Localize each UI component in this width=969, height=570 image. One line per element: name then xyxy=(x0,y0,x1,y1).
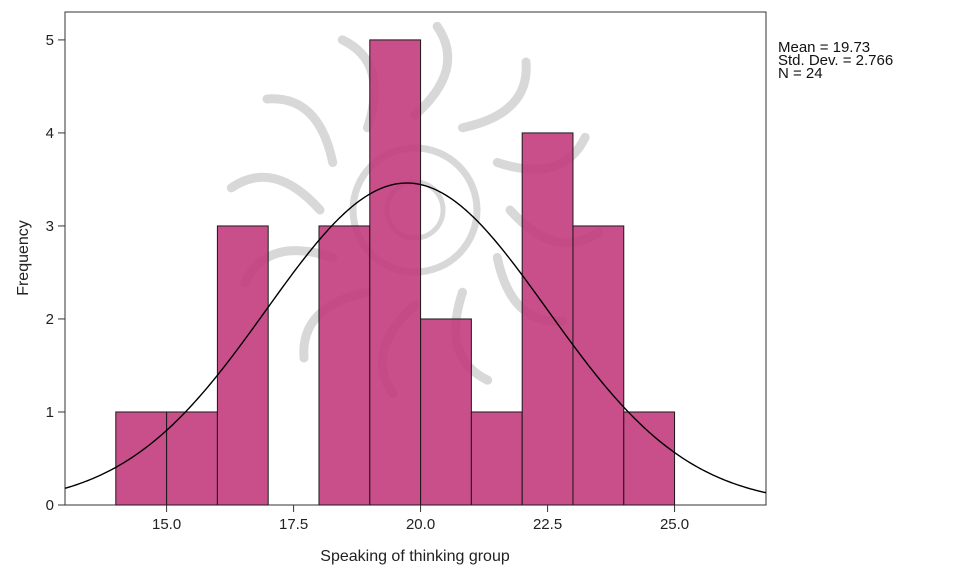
x-tick-label: 15.0 xyxy=(152,516,181,533)
y-tick-label: 4 xyxy=(46,125,54,142)
x-tick-label: 25.0 xyxy=(660,516,689,533)
histogram-bar xyxy=(521,132,574,506)
histogram-bar xyxy=(318,225,371,506)
histogram-bar xyxy=(369,39,422,506)
normal-curve xyxy=(64,182,767,494)
x-axis-title: Speaking of thinking group xyxy=(320,548,510,565)
histogram-bar xyxy=(115,411,168,506)
y-axis-title: Frequency xyxy=(15,220,32,296)
watermark-petal xyxy=(410,21,453,120)
histogram-bar xyxy=(166,411,218,506)
stats-n: N = 24 xyxy=(778,65,823,82)
x-axis: 15.0 17.5 20.0 22.5 25.0 xyxy=(152,505,689,533)
stats-std-dev: Std. Dev. = 2.766 xyxy=(778,52,894,69)
histogram-bar xyxy=(623,411,676,506)
y-tick-label: 5 xyxy=(46,32,54,49)
y-tick-label: 0 xyxy=(46,497,54,514)
histogram-bars xyxy=(115,39,676,506)
x-tick-label: 22.5 xyxy=(533,516,562,533)
watermark-petal xyxy=(458,57,531,133)
histogram-bar xyxy=(420,318,472,506)
x-tick-label: 17.5 xyxy=(279,516,308,533)
x-tick-label: 20.0 xyxy=(406,516,435,533)
stats-mean: Mean = 19.73 xyxy=(778,39,871,56)
stats-box: Mean = 19.73 Std. Dev. = 2.766 N = 24 xyxy=(778,39,894,82)
histogram-bar xyxy=(572,225,625,506)
histogram-bar xyxy=(470,411,523,506)
y-tick-label: 3 xyxy=(46,218,54,235)
y-axis: 0 1 2 3 4 5 xyxy=(46,32,65,514)
y-tick-label: 1 xyxy=(46,404,54,421)
watermark-petal xyxy=(226,172,325,215)
y-tick-label: 2 xyxy=(46,311,54,328)
watermark-petal xyxy=(262,94,338,167)
